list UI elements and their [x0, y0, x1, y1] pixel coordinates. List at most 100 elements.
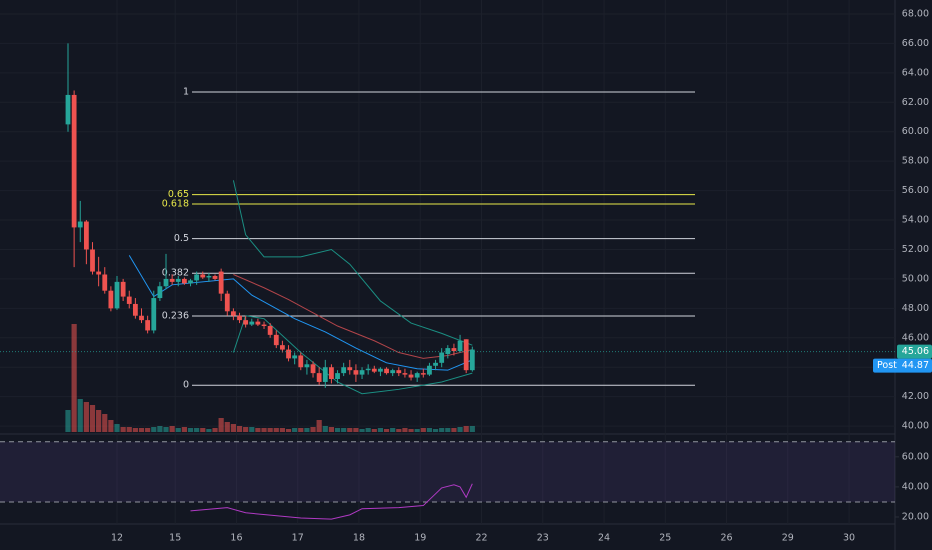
y-tick-label: 64.00 [902, 67, 929, 78]
volume-bar [408, 429, 414, 432]
candle-body [139, 315, 144, 321]
candle-body [427, 365, 432, 375]
candle-body [469, 349, 475, 371]
volume-bar [169, 426, 175, 432]
candle-body [218, 271, 224, 294]
y-tick-label: 56.00 [902, 185, 929, 196]
volume-bar [175, 428, 181, 432]
volume-bar [194, 428, 200, 432]
volume-bar [279, 428, 286, 432]
volume-bar [108, 420, 114, 432]
volume-bar [310, 427, 316, 432]
x-tick-label: 22 [475, 533, 487, 544]
x-tick-label: 24 [598, 533, 610, 544]
x-tick-label: 12 [111, 533, 123, 544]
volume-bar [132, 428, 138, 432]
indicator-line [232, 180, 473, 346]
volume-bar [341, 428, 347, 432]
volume-bar [96, 410, 102, 432]
volume-bar [249, 427, 255, 432]
volume-bar [292, 428, 298, 432]
candle-body [237, 315, 242, 321]
y-tick-label: 68.00 [902, 8, 929, 19]
candle-body [224, 293, 230, 312]
candle-body [120, 281, 126, 297]
candle-body [65, 94, 71, 125]
candle-body [463, 339, 469, 371]
candle-body [384, 368, 389, 374]
volume-bar [334, 428, 341, 432]
x-tick-label: 16 [230, 533, 242, 544]
candle-body [145, 320, 151, 331]
fib-level-label: 0.382 [162, 268, 189, 279]
candle-body [310, 364, 316, 374]
candle-body [286, 349, 291, 359]
candle-body [71, 94, 77, 228]
volume-bar [390, 428, 396, 432]
indicator-line [128, 255, 473, 371]
y-tick-label: 40.00 [902, 421, 929, 432]
candle-body [378, 368, 383, 372]
volume-bar [65, 410, 71, 432]
volume-bar [457, 427, 463, 432]
candle-body [200, 274, 206, 278]
volume-bar [200, 428, 206, 432]
x-tick-label: 29 [782, 533, 794, 544]
volume-bar [138, 428, 145, 432]
candle-body [408, 374, 414, 378]
post-price-label: 44.87 [902, 360, 929, 371]
candle-body [231, 311, 236, 316]
volume-bar [273, 428, 279, 432]
volume-bar [267, 428, 273, 432]
volume-bar [322, 426, 328, 432]
volume-bar [365, 428, 371, 432]
fib-level-label: 0 [183, 380, 189, 391]
candle-body [273, 334, 279, 346]
candle-body [329, 367, 334, 380]
volume-bar [261, 428, 267, 432]
volume-bar [181, 427, 187, 432]
fib-level-label: 0.65 [168, 189, 189, 200]
candle-body [157, 286, 163, 299]
y-tick-label: 60.00 [902, 126, 929, 137]
candle-body [249, 321, 255, 325]
candle-body [457, 340, 463, 352]
last-price-label: 45.06 [902, 346, 929, 357]
candle-body [90, 249, 95, 272]
candle-body [126, 296, 132, 304]
volume-bar [414, 429, 420, 432]
volume-bar [298, 428, 304, 432]
candle-body [322, 367, 328, 382]
y-tick-label: 42.00 [902, 391, 929, 402]
candle-body [335, 373, 340, 380]
candle-body [445, 348, 451, 354]
volume-bar [206, 429, 212, 432]
x-tick-label: 17 [292, 533, 304, 544]
volume-bar [255, 428, 261, 432]
volume-bar [402, 428, 408, 432]
volume-bar [328, 427, 335, 432]
candle-body [396, 370, 402, 374]
fib-level-label: 1 [183, 86, 189, 97]
x-tick-label: 15 [169, 533, 181, 544]
volume-bar [157, 426, 163, 432]
candle-body [433, 362, 438, 366]
volume-bar [463, 426, 469, 432]
volume-bar [151, 427, 157, 432]
candle-body [316, 373, 322, 382]
volume-bar [426, 428, 433, 432]
candle-body [298, 355, 304, 368]
candle-body [280, 345, 285, 350]
volume-bar [224, 422, 230, 432]
volume-bar [83, 402, 89, 432]
rsi-band [0, 441, 895, 502]
volume-bar [420, 428, 426, 432]
y-tick-label: 58.00 [902, 156, 929, 167]
candle-body [365, 368, 371, 371]
indicator-line [233, 274, 473, 359]
x-tick-label: 18 [353, 533, 365, 544]
candle-body [451, 348, 457, 352]
volume-bar [89, 405, 96, 432]
candle-body [212, 275, 218, 279]
